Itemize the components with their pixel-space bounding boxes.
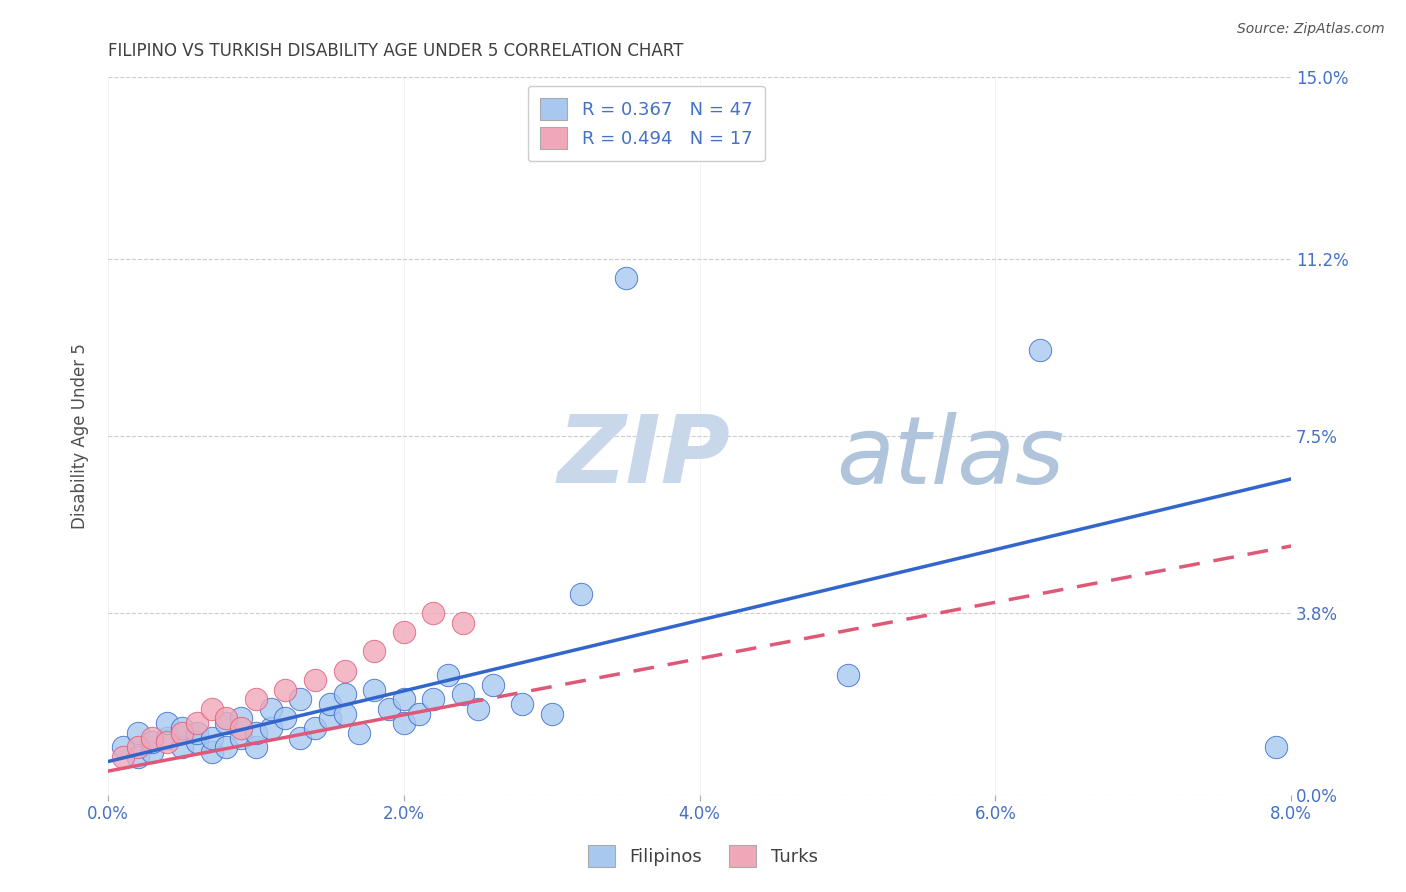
Point xyxy=(141,731,163,745)
Text: Source: ZipAtlas.com: Source: ZipAtlas.com xyxy=(1237,22,1385,37)
Point xyxy=(170,740,193,755)
Point xyxy=(349,726,371,740)
Point xyxy=(333,664,356,678)
Text: atlas: atlas xyxy=(835,412,1064,503)
Y-axis label: Disability Age Under 5: Disability Age Under 5 xyxy=(72,343,89,529)
Point xyxy=(156,716,179,731)
Text: ZIP: ZIP xyxy=(558,411,731,503)
Point xyxy=(229,731,252,745)
Point xyxy=(215,711,238,725)
Legend: R = 0.367   N = 47, R = 0.494   N = 17: R = 0.367 N = 47, R = 0.494 N = 17 xyxy=(527,86,765,161)
Point xyxy=(245,692,267,706)
Point xyxy=(422,606,444,620)
Point xyxy=(837,668,859,682)
Point xyxy=(260,702,283,716)
Point xyxy=(186,716,208,731)
Point xyxy=(378,702,401,716)
Point xyxy=(215,740,238,755)
Point xyxy=(437,668,460,682)
Legend: Filipinos, Turks: Filipinos, Turks xyxy=(581,838,825,874)
Point xyxy=(170,721,193,735)
Text: FILIPINO VS TURKISH DISABILITY AGE UNDER 5 CORRELATION CHART: FILIPINO VS TURKISH DISABILITY AGE UNDER… xyxy=(108,42,683,60)
Point xyxy=(333,706,356,721)
Point xyxy=(186,726,208,740)
Point xyxy=(156,735,179,749)
Point xyxy=(200,731,222,745)
Point xyxy=(260,721,283,735)
Point xyxy=(245,726,267,740)
Point xyxy=(111,740,134,755)
Point xyxy=(363,682,385,697)
Point xyxy=(229,721,252,735)
Point xyxy=(141,735,163,749)
Point xyxy=(186,735,208,749)
Point xyxy=(127,740,149,755)
Point xyxy=(392,692,415,706)
Point xyxy=(304,673,326,687)
Point xyxy=(229,711,252,725)
Point xyxy=(200,702,222,716)
Point xyxy=(290,692,312,706)
Point xyxy=(451,615,474,630)
Point xyxy=(127,749,149,764)
Point xyxy=(363,644,385,658)
Point xyxy=(127,726,149,740)
Point xyxy=(467,702,489,716)
Point xyxy=(451,688,474,702)
Point xyxy=(274,682,297,697)
Point xyxy=(392,716,415,731)
Point xyxy=(274,711,297,725)
Point xyxy=(304,721,326,735)
Point xyxy=(1029,343,1052,357)
Point xyxy=(170,726,193,740)
Point xyxy=(156,731,179,745)
Point xyxy=(510,697,533,711)
Point xyxy=(408,706,430,721)
Point xyxy=(215,716,238,731)
Point xyxy=(319,697,342,711)
Point xyxy=(333,688,356,702)
Point xyxy=(1265,740,1288,755)
Point xyxy=(614,270,637,285)
Point xyxy=(200,745,222,759)
Point xyxy=(569,587,592,601)
Point xyxy=(111,749,134,764)
Point xyxy=(481,678,503,692)
Point xyxy=(290,731,312,745)
Point xyxy=(319,711,342,725)
Point xyxy=(392,625,415,640)
Point xyxy=(422,692,444,706)
Point xyxy=(141,745,163,759)
Point xyxy=(245,740,267,755)
Point xyxy=(540,706,562,721)
